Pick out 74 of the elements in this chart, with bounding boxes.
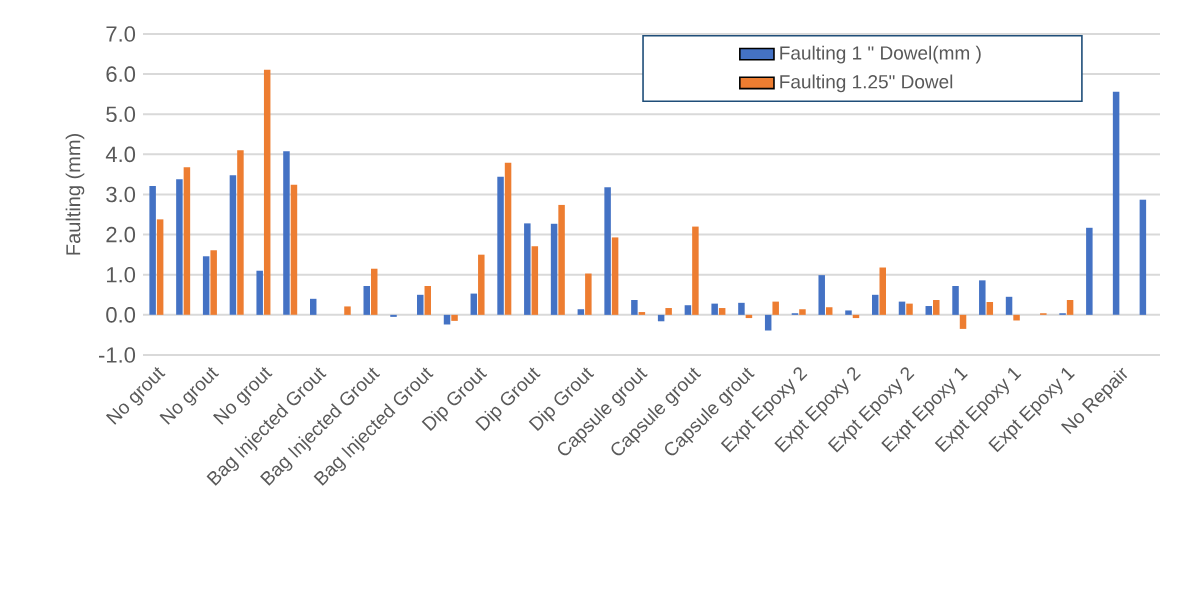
bar (1013, 314, 1020, 321)
bar (692, 226, 699, 315)
bar (531, 246, 539, 315)
bar (738, 302, 745, 315)
bar (959, 314, 967, 329)
bar (558, 204, 565, 315)
bar (256, 270, 263, 315)
y-tick-label: 2.0 (106, 226, 136, 243)
bar (979, 280, 986, 315)
y-tick-label: 1.0 (107, 266, 136, 283)
bar (1086, 227, 1093, 315)
bar (933, 300, 940, 315)
bar (390, 314, 397, 317)
bar (799, 309, 806, 315)
bar (424, 285, 432, 315)
bar (183, 167, 191, 315)
bar (577, 309, 585, 315)
y-tick-label: 3.0 (106, 186, 136, 203)
bar (772, 301, 779, 315)
bar (451, 314, 458, 321)
legend-label: Faulting 1.25" Dowel (780, 74, 953, 93)
bar (585, 273, 592, 315)
bar (417, 294, 424, 315)
y-tick-label: 4.0 (105, 146, 136, 163)
bar (504, 162, 512, 315)
bar (825, 307, 833, 315)
bar (684, 305, 692, 315)
bar (1112, 91, 1120, 315)
bar (665, 308, 672, 315)
bar (718, 308, 726, 315)
bar (898, 301, 906, 315)
bar (524, 223, 531, 315)
bar (906, 303, 913, 315)
bar (604, 187, 611, 315)
bar (631, 300, 638, 315)
bar (1066, 300, 1074, 315)
y-tick-label: 6.0 (106, 66, 136, 82)
bar (363, 285, 370, 315)
bar (638, 312, 646, 315)
bar (550, 223, 558, 315)
bar (470, 293, 478, 315)
bar (290, 184, 298, 315)
y-tick-label: 7.0 (106, 26, 136, 42)
bar (263, 69, 271, 315)
bar (1139, 199, 1147, 315)
bar (497, 176, 504, 315)
bar (764, 314, 772, 331)
bar (237, 150, 244, 315)
bar (156, 219, 164, 315)
bar (370, 268, 378, 315)
bar (344, 306, 351, 315)
legend-label: Faulting 1 " Dowel(mm ) (780, 45, 981, 64)
bar (202, 256, 210, 315)
bar (611, 237, 619, 315)
bar (925, 306, 933, 315)
y-axis-title: Faulting (mm) (65, 134, 85, 255)
bar (283, 151, 290, 315)
bar (818, 275, 825, 315)
bar (229, 175, 237, 315)
bar (309, 298, 317, 315)
bar (986, 302, 994, 315)
bar (210, 250, 217, 315)
bar (176, 179, 183, 315)
y-tick-label: 5.0 (106, 106, 136, 123)
y-tick-label: 0.0 (106, 307, 136, 323)
bar (711, 303, 718, 315)
bar (952, 285, 959, 315)
bar (879, 267, 886, 315)
bar (1005, 296, 1013, 315)
bar (845, 310, 852, 315)
bar (871, 294, 879, 315)
bar (149, 186, 156, 315)
bar (478, 254, 485, 315)
y-tick-label: -1.0 (99, 347, 136, 363)
